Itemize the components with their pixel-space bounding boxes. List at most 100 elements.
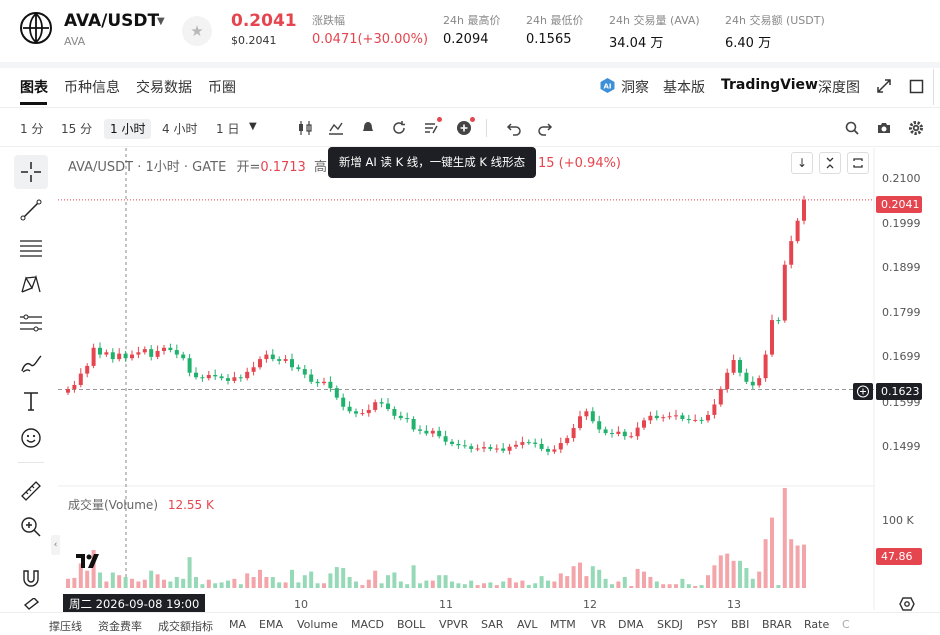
pattern-tool-icon[interactable] <box>14 268 48 302</box>
stat-value-change: 0.0471(+30.00%) <box>312 32 429 47</box>
tab-chart[interactable]: 图表 <box>20 80 48 96</box>
candle-body <box>590 411 595 422</box>
tab-basic[interactable]: 基本版 <box>663 80 705 96</box>
lock-tool-icon[interactable] <box>14 598 48 614</box>
settings-icon[interactable] <box>904 116 928 140</box>
alert-icon[interactable] <box>356 116 380 140</box>
volume-bar <box>226 580 230 588</box>
timeframe-1h[interactable]: 1 小时 <box>104 119 152 139</box>
tab-insight[interactable]: 洞察 <box>621 80 649 96</box>
base-asset: AVA <box>64 35 86 48</box>
indicator-item[interactable]: AVL <box>517 618 538 631</box>
timeframe-15m[interactable]: 15 分 <box>61 122 93 136</box>
volume-bar <box>245 573 250 588</box>
tab-coin-circle[interactable]: 币圈 <box>208 80 236 96</box>
candle-body <box>136 352 141 355</box>
indicator-item[interactable]: VR <box>591 618 607 631</box>
candle-body <box>488 447 493 449</box>
indicator-item[interactable]: Rate <box>804 618 830 631</box>
window-icon[interactable] <box>909 79 924 94</box>
search-icon[interactable] <box>840 116 864 140</box>
candle-body <box>322 381 326 384</box>
volume-bar <box>78 563 83 588</box>
zoom-in-tool-icon[interactable] <box>14 510 48 544</box>
indicator-item[interactable]: BBI <box>731 618 750 631</box>
camera-icon[interactable] <box>872 116 896 140</box>
fib-tool-icon[interactable] <box>14 307 48 341</box>
indicator-item[interactable]: PSY <box>697 618 718 631</box>
fullscreen-icon[interactable] <box>847 152 869 174</box>
indicator-item[interactable]: EMA <box>259 618 283 631</box>
emoji-tool-icon[interactable] <box>14 421 48 455</box>
candle-body <box>770 320 774 355</box>
horizontal-lines-tool-icon[interactable] <box>14 231 48 265</box>
indicator-item[interactable]: VPVR <box>439 618 469 631</box>
candle-body <box>104 352 109 355</box>
magnet-tool-icon[interactable] <box>14 561 48 595</box>
ruler-tool-icon[interactable] <box>14 474 48 508</box>
tab-tradingview[interactable]: TradingView <box>721 77 818 93</box>
indicator-item[interactable]: Volume <box>297 618 338 631</box>
candle-body <box>718 389 723 405</box>
indicator-item[interactable]: 撑压线 <box>49 620 82 633</box>
indicator-item[interactable]: SAR <box>481 618 504 631</box>
candle-body <box>763 354 768 379</box>
scroll-down-icon[interactable]: ↓ <box>791 152 813 174</box>
timeframe-1d[interactable]: 1 日 <box>216 122 240 136</box>
candle-body <box>584 411 589 417</box>
indicator-item[interactable]: MTM <box>550 618 576 631</box>
indicator-item[interactable]: MA <box>229 618 247 631</box>
add-indicator-icon[interactable] <box>452 116 476 140</box>
stat-value-high: 0.2094 <box>443 32 489 47</box>
tab-trading-data[interactable]: 交易数据 <box>136 80 192 96</box>
volume-bar <box>520 580 525 588</box>
volume-bar <box>571 566 576 588</box>
indicators-icon[interactable] <box>324 116 348 140</box>
volume-bar <box>379 583 384 588</box>
collapse-tools-icon[interactable]: ‹ <box>51 535 60 555</box>
indicator-item[interactable]: 资金费率 <box>98 620 142 633</box>
volume-bar <box>693 586 698 588</box>
indicator-item[interactable]: C <box>842 618 850 631</box>
indicator-item[interactable]: DMA <box>618 618 644 631</box>
indicator-item[interactable]: BOLL <box>397 618 426 631</box>
replay-icon[interactable] <box>387 116 411 140</box>
timeframe-1m[interactable]: 1 分 <box>20 122 44 136</box>
candle-body <box>520 442 525 445</box>
collapse-icon[interactable] <box>819 152 841 174</box>
volume-bar <box>462 584 467 588</box>
expand-icon[interactable] <box>876 78 892 94</box>
text-tool-icon[interactable] <box>14 384 48 418</box>
tab-depth[interactable]: 深度图 <box>818 80 860 96</box>
brush-tool-icon[interactable] <box>14 346 48 380</box>
crosshair-tool-icon[interactable] <box>14 155 48 189</box>
ai-lines-icon[interactable] <box>419 116 443 140</box>
chart-settings-icon[interactable] <box>899 596 915 616</box>
tab-coin-info[interactable]: 币种信息 <box>64 80 120 96</box>
indicator-item[interactable]: BRAR <box>762 618 792 631</box>
undo-icon[interactable] <box>502 116 526 140</box>
indicator-item[interactable]: 成交额指标 <box>158 620 213 633</box>
trend-line-tool-icon[interactable] <box>14 193 48 227</box>
volume-bar <box>558 573 563 588</box>
indicator-item[interactable]: SKDJ <box>657 618 683 631</box>
indicator-item[interactable]: MACD <box>351 618 384 631</box>
timeframe-dropdown-icon[interactable]: ▼ <box>249 121 257 132</box>
add-alert-icon[interactable] <box>853 383 873 400</box>
pair-dropdown-icon[interactable]: ▼ <box>157 16 165 27</box>
ai-feature-tooltip[interactable]: 新增 AI 读 K 线，一键生成 K 线形态 <box>328 147 536 178</box>
candle-type-icon[interactable] <box>293 116 317 140</box>
candle-body <box>731 360 736 373</box>
tradingview-logo-icon[interactable] <box>76 554 102 568</box>
price-chart[interactable] <box>58 148 876 610</box>
pair-name[interactable]: AVA/USDT <box>64 11 160 31</box>
favorite-star-icon[interactable]: ★ <box>182 16 212 46</box>
toolbar-separator <box>0 146 940 147</box>
timeframe-4h[interactable]: 4 小时 <box>162 122 198 136</box>
candle-body <box>514 444 518 447</box>
candle-body <box>680 415 685 419</box>
volume-bar <box>424 580 429 588</box>
insight-ai-icon[interactable]: AI <box>599 77 616 94</box>
redo-icon[interactable] <box>533 116 557 140</box>
candle-body <box>802 199 806 221</box>
